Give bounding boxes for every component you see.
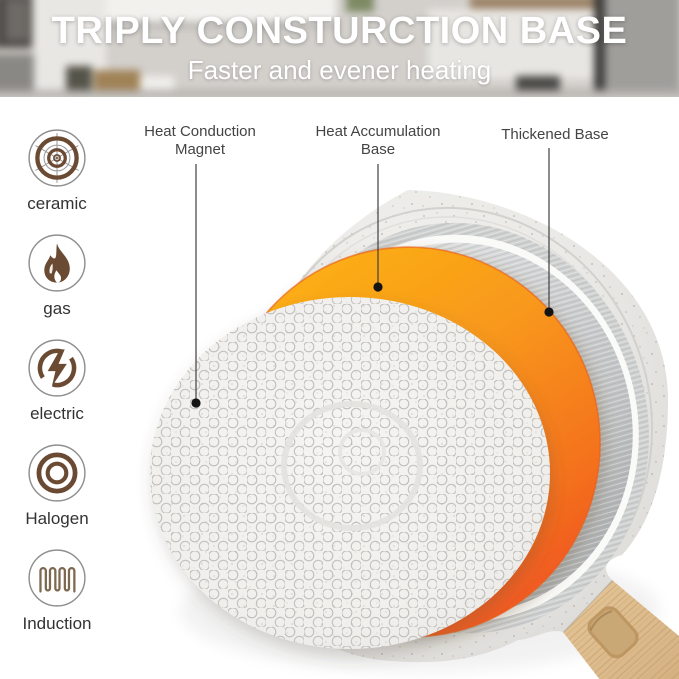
- stove-type-induction: Induction: [12, 547, 102, 634]
- stove-type-label: Halogen: [25, 509, 89, 528]
- callout-line: Base: [360, 141, 396, 158]
- kitchen-blur-blob: [0, 90, 679, 97]
- kitchen-blur-blob: [346, 0, 374, 12]
- stove-type-halogen: Halogen: [12, 442, 102, 529]
- gas-flame-icon: [28, 234, 86, 292]
- callout-thickened-base: Thickened Base: [480, 126, 630, 144]
- stove-type-electric: electric: [12, 337, 102, 424]
- stove-type-label: gas: [43, 299, 71, 318]
- callout-heat-accumulation-base: Heat Accumulation Base: [303, 123, 453, 159]
- halogen-rings-icon: [28, 444, 86, 502]
- stove-type-label: Induction: [22, 614, 92, 633]
- induction-coil-icon: [28, 549, 86, 607]
- callout-line: Magnet: [174, 141, 226, 158]
- callout-line: Thickened Base: [501, 126, 609, 143]
- kitchen-blur-blob: [66, 66, 92, 94]
- kitchen-blur-blob: [0, 54, 34, 97]
- kitchen-blur-blob: [6, 0, 28, 40]
- leader-lines: [195, 148, 550, 403]
- kitchen-blur-blob: [106, 22, 336, 28]
- banner-title: TRIPLY CONSTURCTION BASE: [51, 10, 628, 52]
- kitchen-blur-blob: [428, 9, 598, 79]
- callout-heat-conduction-magnet: Heat Conduction Magnet: [125, 123, 275, 159]
- kitchen-blur-blob: [106, 0, 336, 22]
- stove-type-label: electric: [30, 404, 84, 423]
- kitchen-blur-blob: [140, 76, 174, 94]
- banner-background: [0, 0, 679, 97]
- stove-type-gas: gas: [12, 232, 102, 319]
- leader-dot-heat-conduction: [191, 398, 201, 408]
- electric-bolt-icon: [28, 339, 86, 397]
- kitchen-blur-blob: [594, 0, 605, 97]
- callout-line: Heat Conduction: [144, 123, 256, 140]
- leader-dots: [191, 282, 554, 408]
- leader-dot-heat-accumulation: [373, 282, 383, 292]
- kitchen-blur-blob: [516, 76, 560, 94]
- callout-line: Heat Accumulation: [315, 123, 441, 140]
- banner-subtitle: Faster and evener heating: [187, 55, 492, 85]
- leader-dot-thickened-base: [544, 307, 554, 317]
- handle-wood: [562, 579, 679, 679]
- stove-type-label: ceramic: [27, 194, 87, 213]
- heat-conduction-layer: [150, 297, 550, 649]
- ceramic-hob-icon: [28, 129, 86, 187]
- banner: TRIPLY CONSTURCTION BASE Faster and even…: [0, 0, 679, 97]
- kitchen-blur-blob: [470, 0, 594, 9]
- kitchen-blur-blob: [605, 0, 679, 97]
- stove-type-ceramic: ceramic: [12, 127, 102, 214]
